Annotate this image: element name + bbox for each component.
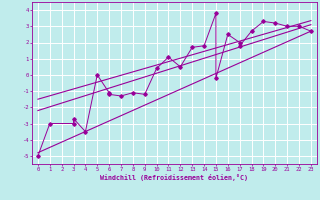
X-axis label: Windchill (Refroidissement éolien,°C): Windchill (Refroidissement éolien,°C) — [100, 174, 248, 181]
